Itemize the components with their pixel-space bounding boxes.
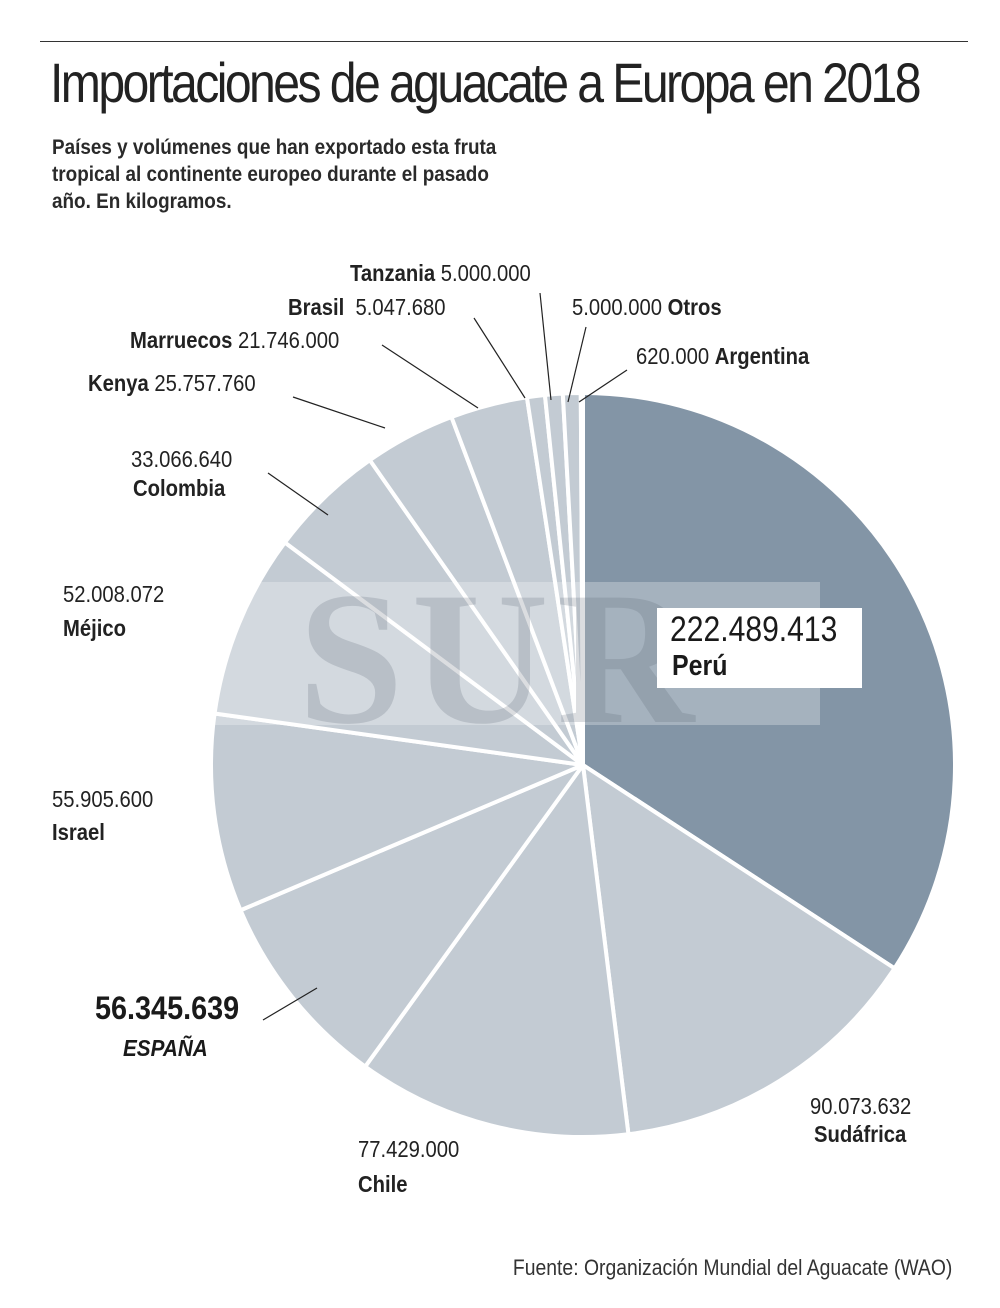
source-note: Fuente: Organización Mundial del Aguacat… [512, 1255, 952, 1280]
pie-slices [209, 391, 957, 1139]
data-label-marruecos: Marruecos 21.746.000 [130, 327, 339, 354]
data-label-espana-value: 56.345.639 [95, 990, 240, 1026]
brasil-name: Brasil [288, 294, 345, 320]
pie-slice-chile [363, 763, 631, 1139]
peru-label-box [657, 608, 862, 688]
tanzania-name: Tanzania [350, 260, 436, 286]
leader-line-brasil [473, 317, 526, 399]
data-label-israel-value: 55.905.600 [52, 786, 154, 812]
marruecos-value: 21.746.000 [237, 327, 340, 353]
leader-line-kenya [292, 396, 386, 429]
data-label-otros: 5.000.000 Otros [572, 294, 722, 321]
kenya-name: Kenya [88, 370, 149, 396]
data-label-colombia-name: Colombia [133, 475, 226, 501]
pie-slice-argentina [578, 391, 585, 767]
pie-slice-espana [238, 763, 585, 1069]
data-label-tanzania: Tanzania 5.000.000 [350, 260, 531, 287]
data-label-sudafrica-value: 90.073.632 [810, 1093, 912, 1119]
kenya-value: 25.757.760 [154, 370, 256, 396]
leader-line-espana [262, 987, 318, 1021]
argentina-name: Argentina [714, 343, 810, 369]
data-label-chile-name: Chile [358, 1171, 408, 1197]
leader-line-tanzania [539, 292, 552, 401]
data-label-mejico-value: 52.008.072 [63, 581, 165, 607]
marruecos-name: Marruecos [130, 327, 233, 353]
leader-lines [262, 292, 628, 1021]
watermark: SUR [180, 554, 820, 764]
watermark-text: SUR [298, 554, 702, 764]
data-label-mejico-name: Méjico [63, 615, 126, 641]
leader-line-argentina [578, 369, 628, 403]
leader-line-otros [567, 326, 587, 403]
data-label-peru-value: 222.489.413 [670, 610, 838, 649]
argentina-value: 620.000 [636, 343, 710, 369]
data-label-brasil: Brasil 5.047.680 [288, 294, 446, 321]
pie-slice-sudafrica [581, 763, 897, 1137]
pie-slice-israel [209, 711, 585, 913]
leader-line-colombia [267, 472, 329, 516]
chart-title: Importaciones de aguacate a Europa en 20… [50, 51, 922, 114]
data-label-kenya: Kenya 25.757.760 [88, 370, 256, 397]
leader-line-marruecos [381, 344, 479, 409]
data-label-argentina: 620.000 Argentina [636, 343, 809, 370]
data-label-sudafrica-name: Sudáfrica [814, 1121, 907, 1147]
data-label-colombia-value: 33.066.640 [131, 446, 233, 472]
data-label-peru-name: Perú [672, 650, 728, 682]
tanzania-value: 5.000.000 [440, 260, 531, 286]
data-label-chile-value: 77.429.000 [358, 1136, 460, 1162]
chart-subtitle: Países y volúmenes que han exportado est… [52, 136, 497, 213]
top-rule [40, 41, 968, 42]
data-label-espana-name: ESPAÑA [123, 1035, 208, 1061]
data-label-israel-name: Israel [52, 819, 105, 845]
brasil-value: 5.047.680 [355, 294, 446, 320]
otros-name: Otros [667, 294, 722, 320]
pie-slice-mejico [212, 540, 585, 767]
otros-value: 5.000.000 [572, 294, 663, 320]
